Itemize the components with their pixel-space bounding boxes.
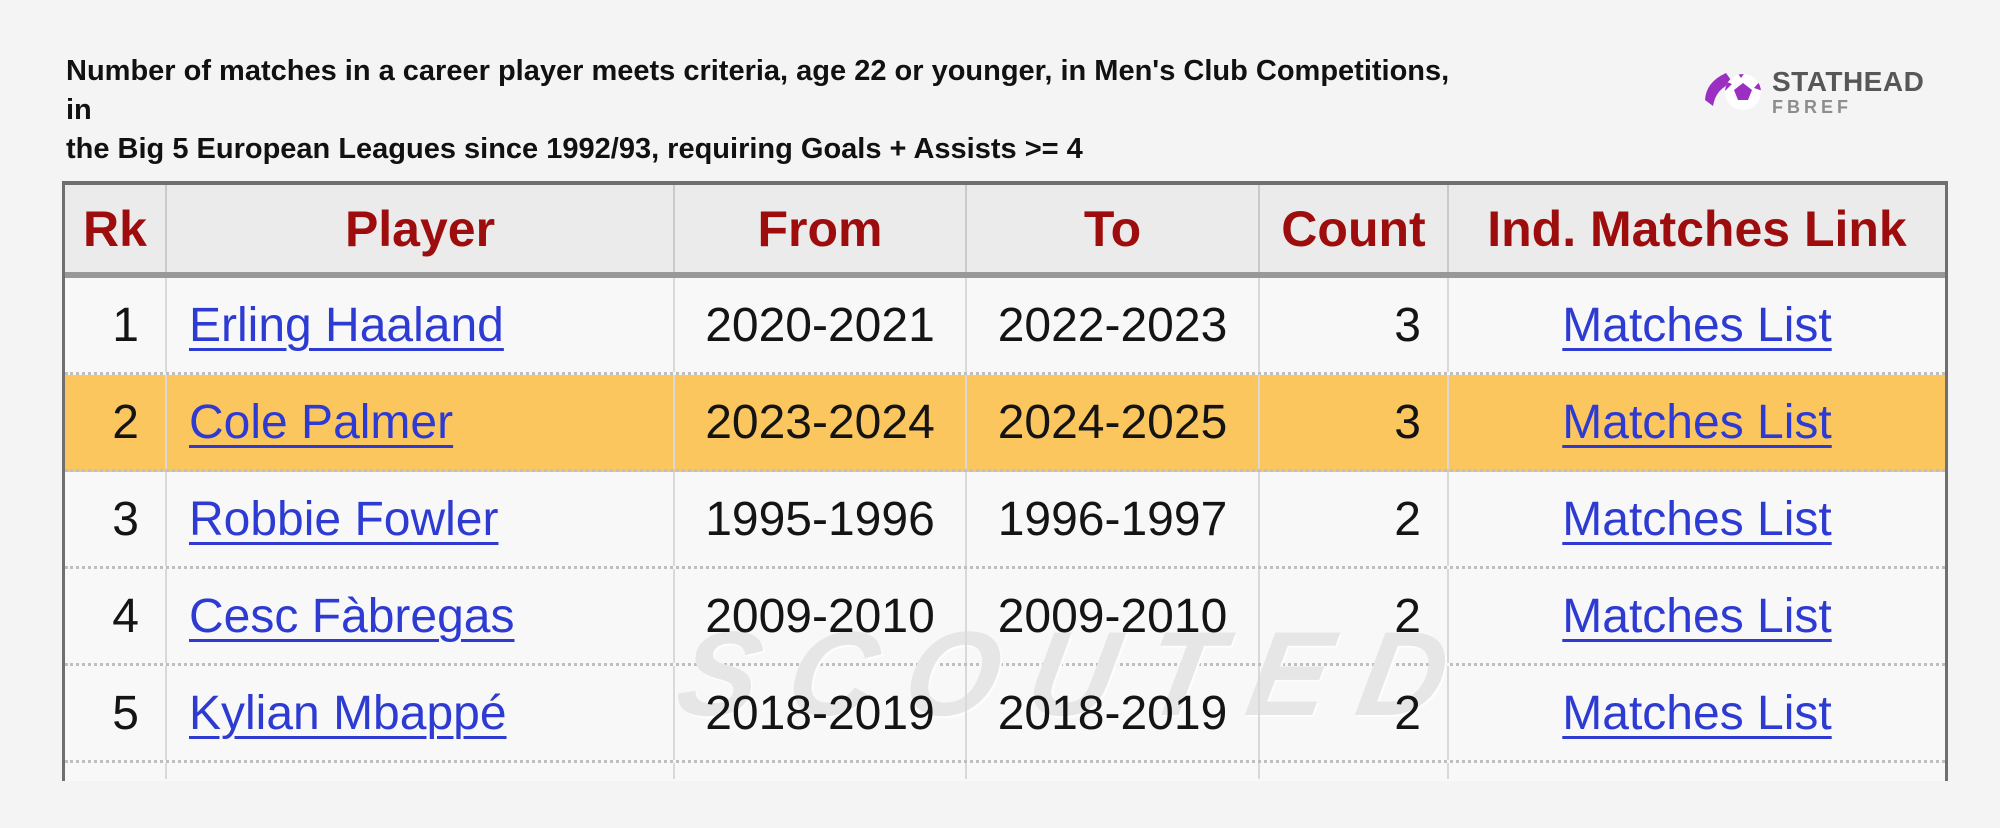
from-cell: 2018-2019 <box>673 666 965 760</box>
logo-name: STATHEAD <box>1772 66 1925 97</box>
from-cell: 1995-1996 <box>673 472 965 566</box>
matches-list-link[interactable]: Matches List <box>1562 589 1832 643</box>
matches-link-cell: Matches List <box>1447 375 1945 469</box>
to-cell: 1996-1997 <box>965 472 1258 566</box>
page-title-line1: Number of matches in a career player mee… <box>66 55 1450 126</box>
column-header-rk[interactable]: Rk <box>83 200 147 257</box>
table-row: 3 Robbie Fowler 1995-1996 1996-1997 2 Ma… <box>65 472 1945 569</box>
from-cell: 2023-2024 <box>673 375 965 469</box>
table-row: 5 Kylian Mbappé 2018-2019 2018-2019 2 Ma… <box>65 666 1945 763</box>
table-body: 1 Erling Haaland 2020-2021 2022-2023 3 M… <box>65 278 1945 763</box>
count-cell: 3 <box>1258 375 1447 469</box>
table-row: 1 Erling Haaland 2020-2021 2022-2023 3 M… <box>65 278 1945 375</box>
matches-link-cell: Matches List <box>1447 666 1945 760</box>
table-row: 2 Cole Palmer 2023-2024 2024-2025 3 Matc… <box>65 375 1945 472</box>
column-header-player[interactable]: Player <box>165 185 673 272</box>
player-link[interactable]: Robbie Fowler <box>189 492 499 546</box>
logo-text: STATHEAD FBREF <box>1772 66 1925 117</box>
player-link[interactable]: Cesc Fàbregas <box>189 589 515 643</box>
to-cell: 2024-2025 <box>965 375 1258 469</box>
player-cell: Cole Palmer <box>165 375 673 469</box>
to-cell: 2022-2023 <box>965 278 1258 372</box>
table-header-row: Rk Player From To Count Ind. Matches Lin… <box>65 185 1945 278</box>
matches-list-link[interactable]: Matches List <box>1562 492 1832 546</box>
soccer-ball-swoosh-icon <box>1705 73 1761 110</box>
column-header-matches-link[interactable]: Ind. Matches Link <box>1447 185 1945 272</box>
stats-table: Rk Player From To Count Ind. Matches Lin… <box>62 181 1948 781</box>
player-link[interactable]: Erling Haaland <box>189 298 504 352</box>
rank-cell: 3 <box>112 492 139 546</box>
column-header-to[interactable]: To <box>965 185 1258 272</box>
count-cell: 2 <box>1258 569 1447 663</box>
table-row: 4 Cesc Fàbregas 2009-2010 2009-2010 2 Ma… <box>65 569 1945 666</box>
matches-link-cell: Matches List <box>1447 278 1945 372</box>
matches-list-link[interactable]: Matches List <box>1562 298 1832 352</box>
to-cell: 2018-2019 <box>965 666 1258 760</box>
player-cell: Robbie Fowler <box>165 472 673 566</box>
matches-link-cell: Matches List <box>1447 569 1945 663</box>
player-cell: Erling Haaland <box>165 278 673 372</box>
logo-subname: FBREF <box>1772 97 1852 117</box>
matches-list-link[interactable]: Matches List <box>1562 395 1832 449</box>
rank-cell: 1 <box>112 298 139 352</box>
column-header-from[interactable]: From <box>673 185 965 272</box>
player-link[interactable]: Cole Palmer <box>189 395 454 449</box>
to-cell: 2009-2010 <box>965 569 1258 663</box>
player-cell: Cesc Fàbregas <box>165 569 673 663</box>
rank-cell: 2 <box>112 395 139 449</box>
matches-list-link[interactable]: Matches List <box>1562 686 1832 740</box>
count-cell: 2 <box>1258 666 1447 760</box>
rank-cell: 4 <box>112 589 139 643</box>
page-title-line2: the Big 5 European Leagues since 1992/93… <box>66 133 1083 165</box>
count-cell: 3 <box>1258 278 1447 372</box>
from-cell: 2020-2021 <box>673 278 965 372</box>
count-cell: 2 <box>1258 472 1447 566</box>
table-row-partial <box>65 763 1945 779</box>
rank-cell: 5 <box>112 686 139 740</box>
from-cell: 2009-2010 <box>673 569 965 663</box>
matches-link-cell: Matches List <box>1447 472 1945 566</box>
column-header-count[interactable]: Count <box>1258 185 1447 272</box>
player-link[interactable]: Kylian Mbappé <box>189 686 507 740</box>
page-title: Number of matches in a career player mee… <box>66 52 1466 169</box>
stathead-logo[interactable]: STATHEAD FBREF <box>1704 62 1954 122</box>
player-cell: Kylian Mbappé <box>165 666 673 760</box>
